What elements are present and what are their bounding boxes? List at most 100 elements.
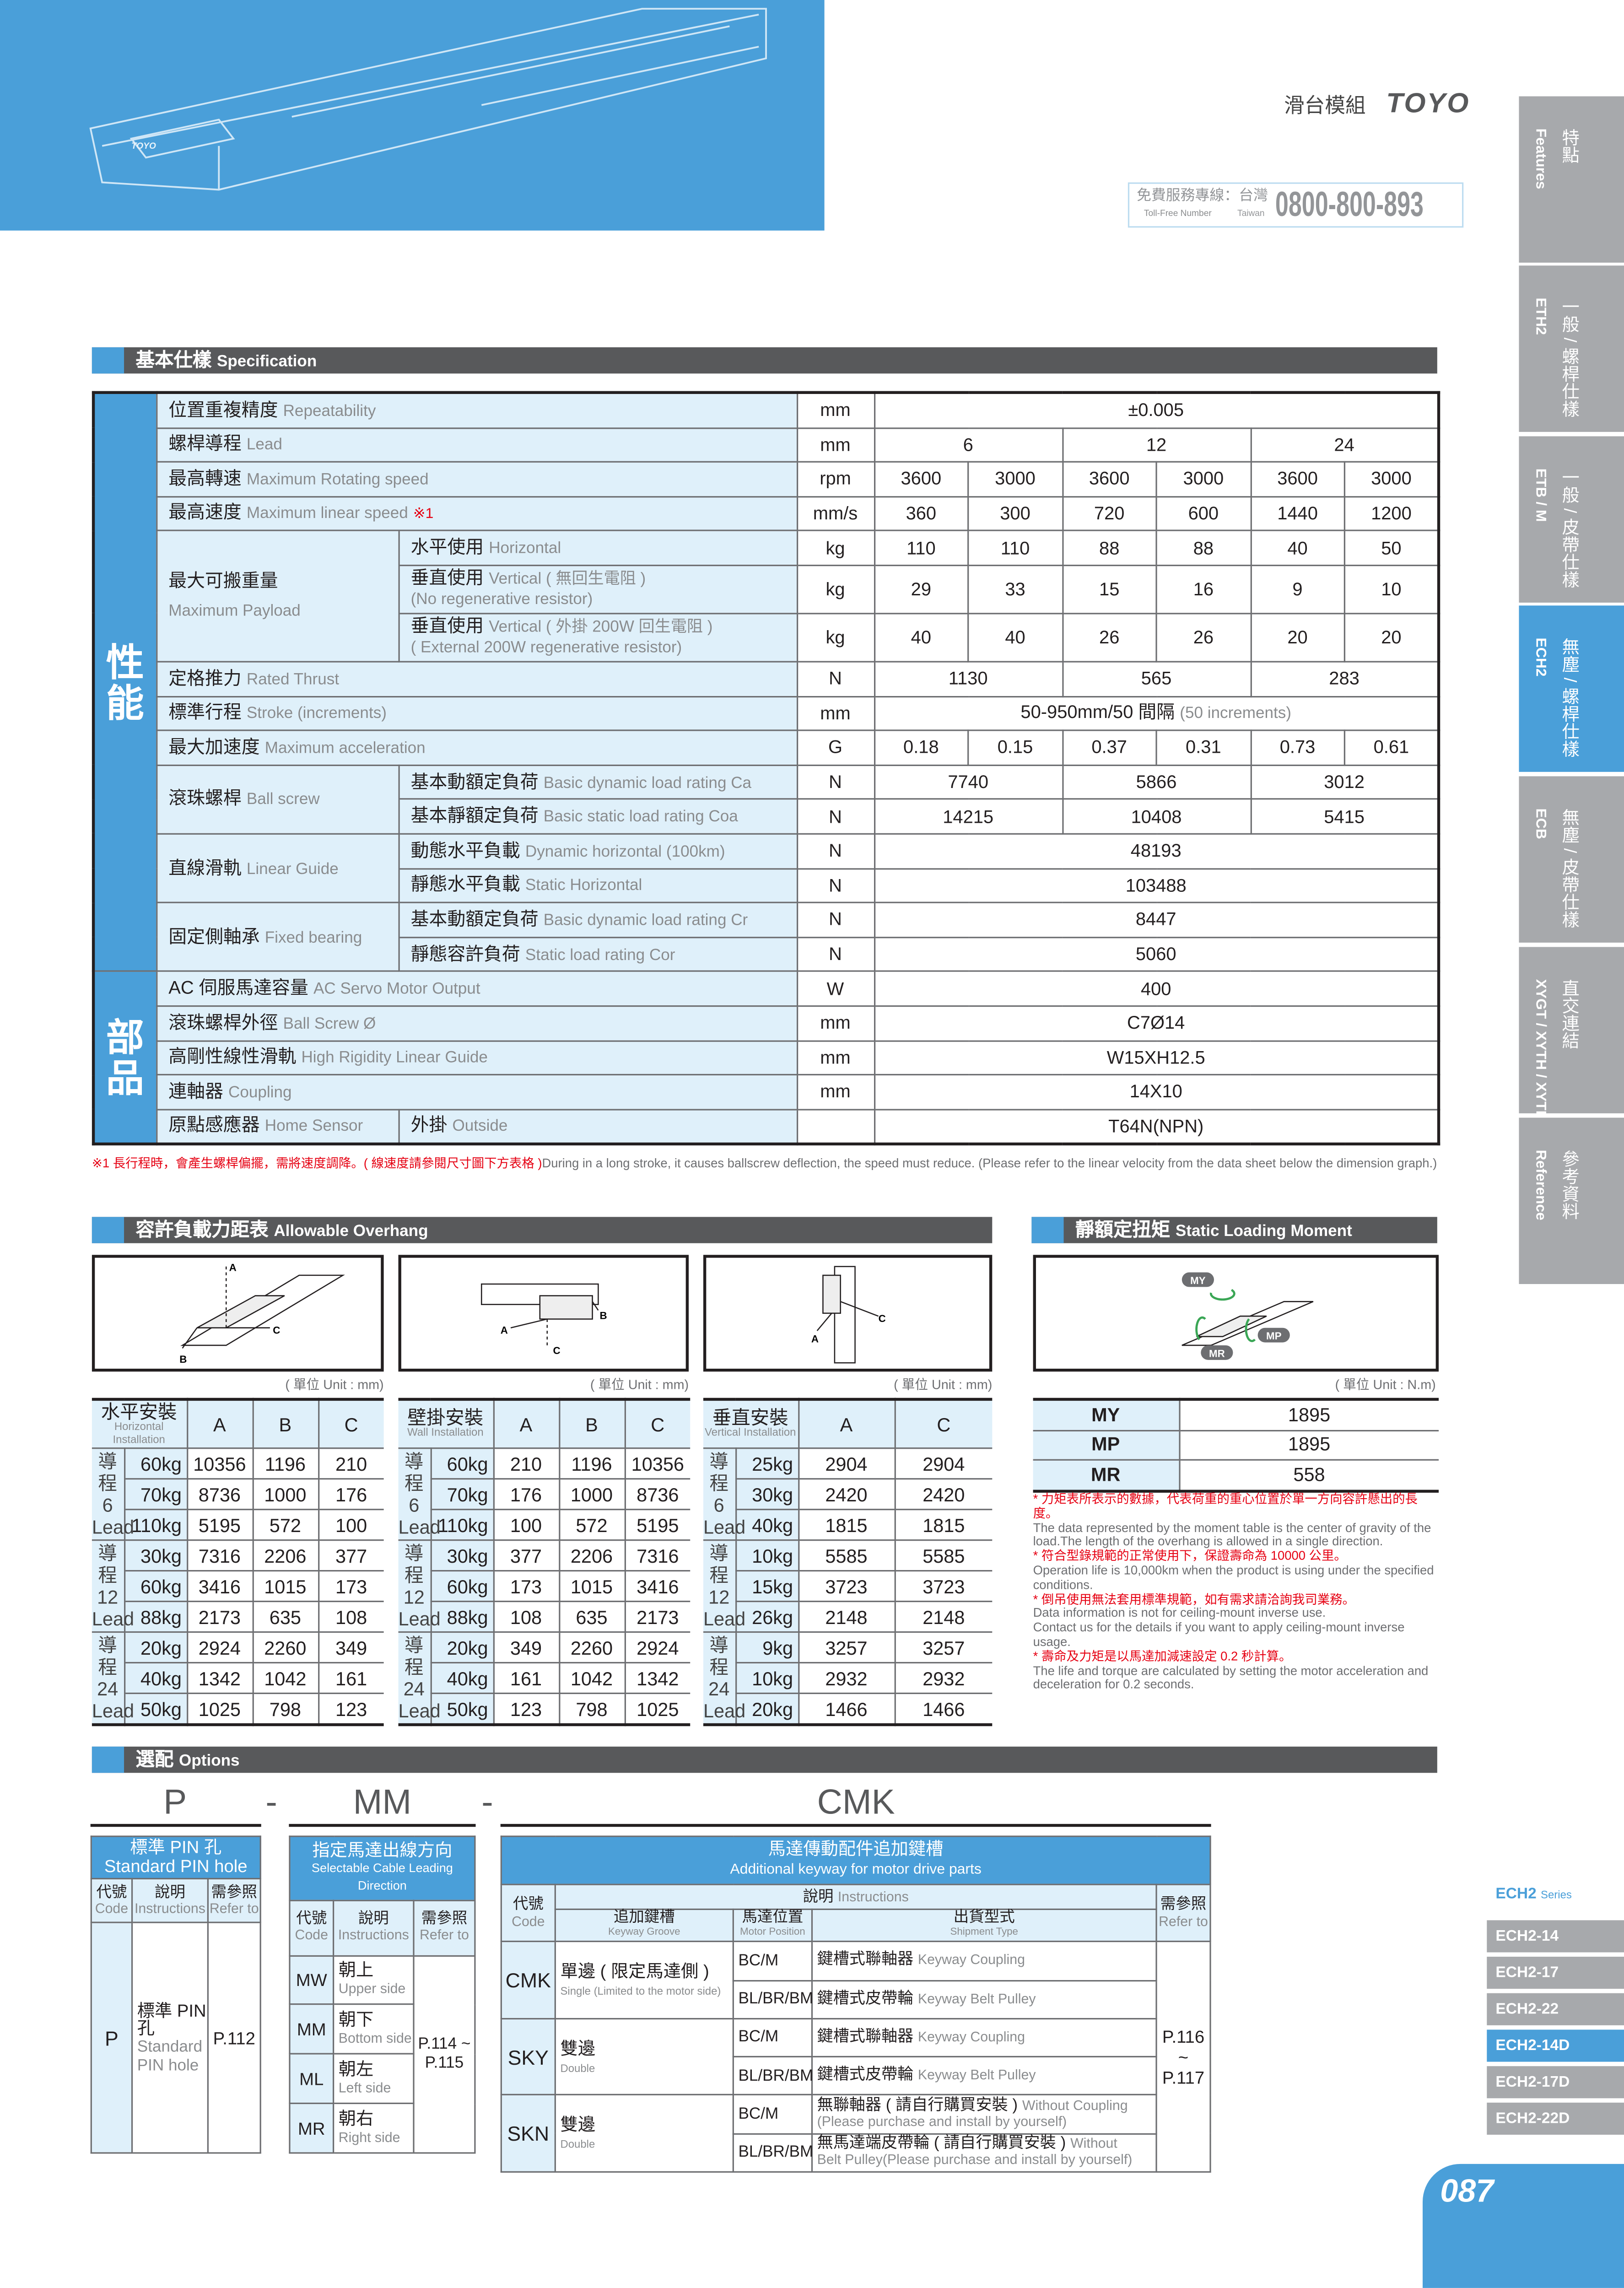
unit: G [796, 729, 875, 766]
lead-en: Lead [398, 1700, 441, 1722]
label-zh: 動態水平負載 [410, 840, 520, 861]
header-brand: 滑台模組 TOYO [1284, 90, 1470, 120]
nav-tab[interactable]: 參考資料 Reference [1519, 1117, 1624, 1284]
shipment-type: 鍵槽式皮帶輪 Keyway Belt Pulley [811, 2056, 1157, 2096]
nav-tab[interactable]: 一般 / 螺桿仕樣 ETH2 [1519, 265, 1624, 432]
option-row: SKN 雙邊 Double BC/M 無聯軸器 ( 請自行購買安裝 ) Without … [500, 2094, 1210, 2173]
note-en: Operation life is 10,000km when the prod… [1033, 1563, 1434, 1592]
hdr-code: 代號 [296, 1910, 327, 1928]
hdr-ins: 說明 [803, 1887, 834, 1905]
desc-en: Double [560, 2061, 595, 2075]
label-en: Static load rating Cor [525, 946, 675, 964]
table-row: 88kg 108 635 2173 [399, 1600, 691, 1633]
tab-label-en: ECH2 [1532, 637, 1548, 677]
series-item[interactable]: ECH2-22D [1487, 2102, 1624, 2135]
value: 40 [1250, 530, 1345, 567]
moment-row: MY 1895 [1033, 1398, 1439, 1431]
nav-tab[interactable]: 一般 / 皮帶仕樣 ETB / M [1519, 436, 1624, 603]
spec-row-coa: 基本靜額定負荷 Basic static load rating Coa N 142… [93, 799, 1440, 835]
label-zh: 高剛性線性滑軌 [168, 1047, 297, 1067]
nav-tab[interactable]: 無塵 / 皮帶仕樣 ECB [1519, 776, 1624, 943]
unit-label: ( 單位 Unit : mm) [285, 1377, 384, 1392]
lead-zh: 導程 [405, 1542, 424, 1586]
unit: N [796, 902, 875, 938]
value: 1440 [1250, 496, 1345, 532]
dash: - [481, 1783, 493, 1823]
tab-label-en: ECB [1532, 808, 1548, 839]
lead-en: Lead [398, 1608, 441, 1630]
install-zh: 壁掛安裝 [407, 1407, 484, 1429]
series-item[interactable]: ECH2-17D [1487, 2066, 1624, 2099]
option-row: P 標準 PIN 孔 Standard PIN hole P.112 [90, 1921, 261, 2154]
option-row: MR 朝右 Right side [289, 2103, 475, 2154]
label-en: Basic dynamic load rating Ca [543, 774, 752, 792]
spec-row-rpm: 最高轉速 Maximum Rotating speed rpm 3600 3000 36… [93, 461, 1440, 497]
unit: N [796, 661, 875, 697]
motor-position: BL/BR/BM [732, 2132, 813, 2173]
overhang-value: 572 [559, 1509, 626, 1541]
option-code: SKY [500, 2018, 556, 2096]
unit: N [796, 867, 875, 904]
option-row: BL/BR/BM 鍵槽式皮帶輪 Keyway Belt Pulley [501, 1979, 1210, 2019]
overhang-table-horizontal: 水平安裝 Horizontal Installation A B C 導程 6 Lead 60k… [92, 1398, 384, 1727]
refer-page: P.116 ~ P.117 [1155, 1941, 1211, 2173]
value: 0.15 [967, 729, 1063, 766]
label-zh: 基本動額定負荷 [410, 909, 539, 929]
overhang-value: 798 [252, 1692, 319, 1726]
desc-zh: 標準 PIN 孔 [137, 2000, 206, 2038]
table-row: 15kg 3723 3723 [703, 1570, 993, 1603]
overhang-title-en: Allowable Overhang [274, 1223, 428, 1241]
ship-en: Keyway Coupling [917, 1953, 1025, 1969]
lead-group: 導程 6 Lead [398, 1447, 441, 1541]
label-zh: 定格推力 [168, 668, 242, 689]
series-item[interactable]: ECH2-14 [1487, 1920, 1624, 1953]
ship-en2: (Please purchase and install by yourself… [817, 2114, 1067, 2131]
value: 720 [1061, 496, 1157, 532]
nav-tab[interactable]: 特點 Features [1519, 96, 1624, 263]
shipment-type: 無馬達端皮帶輪 ( 請自行購買安裝 ) Without Belt Pulley(P… [811, 2132, 1157, 2173]
overhang-value: 108 [318, 1600, 384, 1633]
label-en: Home Sensor [264, 1118, 363, 1136]
overhang-value: 1342 [624, 1662, 691, 1694]
series-item[interactable]: ECH2-22 [1487, 1993, 1624, 2025]
table-row: 30kg 2420 2420 [703, 1478, 993, 1511]
lead-zh: 導程 [709, 1450, 728, 1495]
label-zh: 靜態容許負荷 [410, 943, 520, 964]
series-item[interactable]: ECH2-17 [1487, 1957, 1624, 1989]
overhang-value: 1196 [559, 1447, 626, 1480]
desc-zh: 朝下 [338, 2009, 374, 2029]
options-title-zh: 選配 [135, 1748, 174, 1770]
motor-position: BL/BR/BM [732, 1979, 813, 2019]
overhang-table-wall: 壁掛安裝 Wall Installation A B C 導程 6 Lead 60kg 210 11… [398, 1398, 691, 1727]
lead-value: 6 [102, 1494, 113, 1516]
overhang-value: 349 [318, 1631, 384, 1664]
value: 0.31 [1155, 729, 1252, 766]
ship-zh: 鍵槽式聯軸器 [817, 2028, 914, 2046]
overhang-value: 2260 [252, 1631, 319, 1664]
overhang-value: 2173 [624, 1600, 691, 1633]
overhang-value: 377 [318, 1539, 384, 1572]
value: 1130 [873, 661, 1063, 697]
option-code: MM [289, 2004, 335, 2055]
label-en: AC Servo Motor Output [313, 981, 480, 998]
lead-zh: 導程 [405, 1634, 424, 1678]
table-row: 20kg 1466 1466 [703, 1692, 993, 1726]
label-zh: 螺桿導程 [168, 434, 242, 454]
nav-tab[interactable]: 無塵 / 螺桿仕樣 ECH2 [1519, 605, 1624, 772]
product-image: TOYO [0, 0, 825, 231]
table-row: 導程 6 Lead 60kg 10356 1196 210 [92, 1447, 384, 1541]
category-performance: 性能 [92, 392, 157, 972]
table-row: 導程 12 Lead 10kg 5585 5585 [703, 1539, 993, 1633]
load-mass: 40kg [430, 1662, 494, 1694]
pin-option-table: 標準 PIN 孔 Standard PIN hole 代號 Code 說明 Instru… [90, 1835, 261, 2154]
title-en: Additional keyway for motor drive parts [730, 1862, 982, 1879]
install-type: 壁掛安裝 Wall Installation [398, 1398, 494, 1449]
series-item[interactable]: ECH2-14D [1487, 2029, 1624, 2062]
unit-label: ( 單位 Unit : mm) [590, 1377, 689, 1392]
title-en: Selectable Cable Leading Direction [311, 1861, 453, 1893]
overhang-value: 3257 [894, 1631, 993, 1664]
label-zh: 位置重複精度 [168, 399, 278, 420]
desc-zh: 朝左 [338, 2058, 374, 2079]
spec-row-bearing-cr: 固定側軸承 Fixed bearing 基本動額定負荷 Basic dynamic… [93, 901, 1440, 972]
nav-tab[interactable]: 直交連結 XYGT / XYTH / XYTB [1519, 947, 1624, 1121]
